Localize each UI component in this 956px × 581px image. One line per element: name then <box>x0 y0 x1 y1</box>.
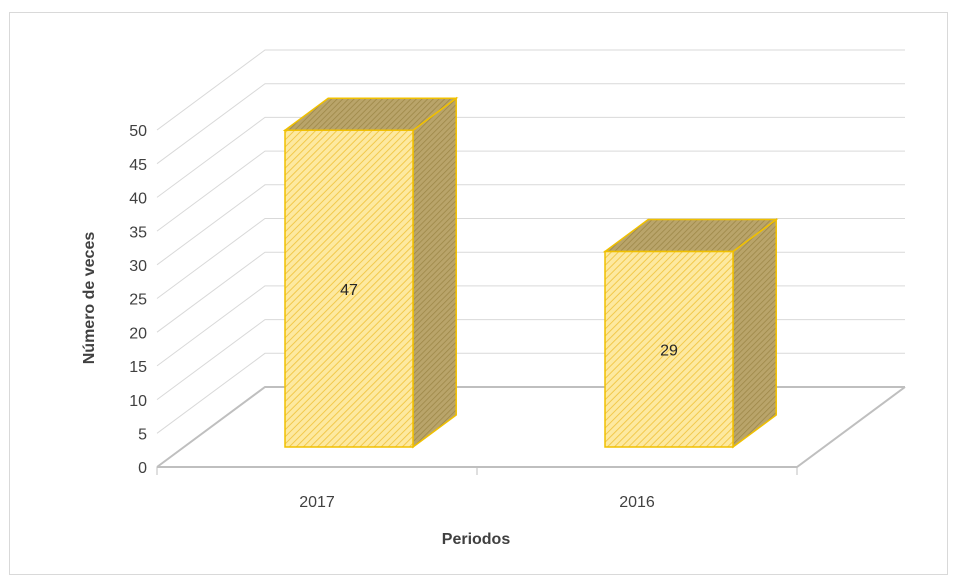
y-tick-label: 50 <box>129 123 147 140</box>
y-tick-label: 30 <box>129 258 147 275</box>
grid-line <box>156 218 905 299</box>
y-tick-label: 45 <box>129 157 147 174</box>
bar-side <box>732 218 777 449</box>
y-tick-label: 15 <box>129 359 147 376</box>
grid-line <box>156 83 905 165</box>
chart-border <box>9 12 948 575</box>
y-tick-label: 25 <box>129 292 147 309</box>
bar <box>604 250 734 448</box>
y-axis-title: Número de veces <box>81 232 98 365</box>
grid-line <box>156 184 905 266</box>
bar-side <box>412 96 457 449</box>
x-tick-label: 2017 <box>299 494 335 511</box>
bar <box>284 129 414 448</box>
x-tick-label: 2016 <box>619 494 655 511</box>
data-label: 29 <box>660 342 678 359</box>
data-label: 47 <box>340 282 358 299</box>
y-tick-label: 0 <box>138 460 147 477</box>
y-tick-label: 35 <box>129 224 147 241</box>
grid-line <box>156 49 905 131</box>
grid-line <box>156 150 905 232</box>
y-tick-label: 5 <box>138 427 147 444</box>
y-tick-label: 10 <box>129 393 147 410</box>
x-axis-title: Periodos <box>442 531 511 548</box>
y-tick-label: 40 <box>129 191 147 208</box>
y-tick-label: 20 <box>129 325 147 342</box>
grid-line <box>156 116 905 198</box>
